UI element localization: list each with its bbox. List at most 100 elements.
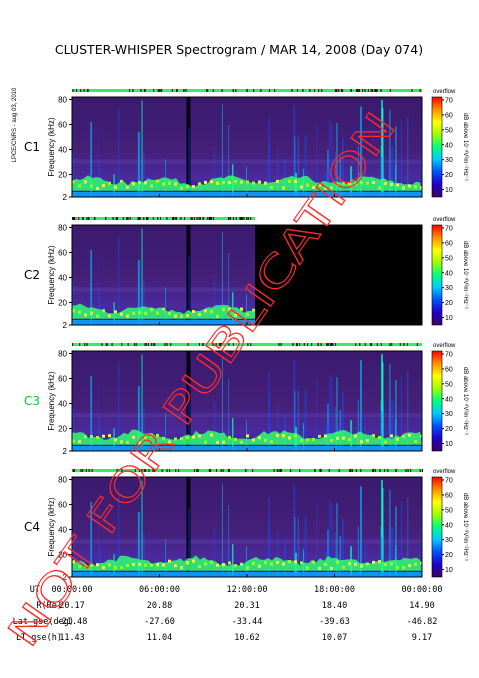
band-intensity-patch — [408, 184, 411, 188]
emission-burst — [283, 540, 286, 577]
emission-burst — [389, 109, 391, 197]
emission-burst — [331, 502, 333, 577]
status-tick — [221, 89, 223, 92]
status-bar — [72, 469, 422, 472]
status-tick — [235, 89, 237, 92]
emission-burst — [213, 275, 215, 325]
band-intensity-patch — [192, 310, 195, 314]
panel-c2: 2 20 40 60 80 Frequency (kHz) C2 10 20 30 40 50 60 70… — [24, 217, 469, 330]
ephemeris-cell: -46.82 — [407, 617, 438, 627]
band-intensity-patch — [228, 435, 231, 439]
band-intensity-patch — [306, 566, 309, 570]
status-tick — [206, 89, 208, 92]
ephemeris-cell: 11.43 — [59, 633, 85, 643]
status-tick — [311, 343, 313, 346]
status-tick — [389, 343, 391, 346]
colorbar-tick-label: 20 — [445, 552, 453, 559]
band-intensity-patch — [156, 311, 159, 315]
ephemeris-cell: 10.62 — [234, 633, 260, 643]
emission-burst — [389, 489, 391, 577]
colorbar-tick-label: 50 — [445, 255, 453, 262]
status-tick — [180, 217, 182, 220]
low-frequency-band — [72, 429, 422, 445]
status-tick — [364, 89, 366, 92]
status-tick — [175, 469, 177, 472]
ephemeris-row-label: UT — [30, 585, 40, 595]
status-tick — [334, 89, 336, 92]
emission-burst — [341, 138, 345, 197]
status-tick — [359, 343, 361, 346]
band-intensity-patch — [222, 308, 225, 312]
band-intensity-patch — [168, 311, 171, 315]
band-intensity-patch — [258, 180, 261, 184]
y-tick-label: 40 — [58, 400, 67, 409]
status-tick — [246, 89, 248, 92]
emission-burst — [99, 290, 101, 325]
data-gap-strip — [186, 225, 191, 325]
status-tick — [73, 469, 75, 472]
status-tick — [220, 469, 222, 472]
band-intensity-patch — [150, 563, 153, 567]
ephemeris-cell: -27.60 — [144, 617, 175, 627]
band-intensity-patch — [330, 438, 333, 442]
status-tick — [318, 89, 320, 92]
band-intensity-patch — [168, 559, 171, 563]
emission-burst — [382, 402, 384, 451]
emission-burst — [360, 486, 362, 577]
status-tick — [112, 217, 114, 220]
band-intensity-patch — [360, 564, 363, 568]
emission-burst — [357, 526, 359, 577]
emission-burst — [137, 132, 140, 197]
ephemeris-cell: 9.17 — [412, 633, 432, 643]
ephemeris-table: UT R(Re) Lat_gse(deg) LT_gse(h) 00:00:00 20.1… — [13, 585, 443, 643]
y-tick-label: 40 — [58, 526, 67, 535]
band-intensity-patch — [324, 186, 327, 190]
band-intensity-patch — [108, 434, 111, 438]
status-tick — [331, 343, 333, 346]
band-intensity-patch — [408, 564, 411, 568]
band-intensity-patch — [78, 565, 81, 569]
band-intensity-patch — [366, 562, 369, 566]
emission-burst — [90, 375, 93, 451]
status-tick — [405, 469, 407, 472]
status-tick — [213, 217, 215, 220]
status-tick — [176, 89, 178, 92]
band-intensity-patch — [84, 435, 87, 439]
emission-burst — [213, 527, 215, 577]
status-tick — [374, 89, 376, 92]
status-tick — [326, 343, 328, 346]
band-intensity-patch — [120, 440, 123, 444]
band-intensity-patch — [222, 440, 225, 444]
ephemeris-cell: 10.07 — [322, 633, 348, 643]
status-tick — [355, 469, 357, 472]
emission-burst — [221, 484, 223, 577]
status-tick — [338, 469, 340, 472]
status-tick — [164, 343, 166, 346]
colorbar-overflow-label: overflow — [433, 89, 456, 95]
status-tick — [389, 89, 391, 92]
colorbar-tick-label: 10 — [445, 315, 453, 322]
emission-burst — [339, 535, 341, 577]
band-intensity-patch — [162, 436, 165, 440]
status-tick — [134, 469, 136, 472]
band-intensity-patch — [378, 560, 381, 564]
status-tick — [78, 217, 80, 220]
emission-burst — [188, 382, 190, 451]
band-intensity-patch — [318, 183, 321, 187]
status-bar — [72, 217, 256, 220]
status-tick — [152, 217, 154, 220]
band-intensity-patch — [384, 440, 387, 444]
band-intensity-patch — [390, 562, 393, 566]
status-tick — [232, 217, 234, 220]
panels-group: 2 20 40 60 80 Frequency (kHz) C1 10 20 30 40 50 60 70… — [24, 89, 469, 582]
emission-burst — [188, 508, 190, 577]
colorbar-tick-label: 30 — [445, 157, 453, 164]
status-tick — [314, 469, 316, 472]
emission-burst — [188, 256, 190, 325]
data-gap-strip — [186, 97, 191, 197]
band-intensity-patch — [138, 440, 141, 444]
status-tick — [194, 217, 196, 220]
emission-burst — [339, 155, 341, 197]
ephemeris-cell: 06:00:00 — [139, 585, 180, 595]
band-intensity-patch — [216, 563, 219, 567]
